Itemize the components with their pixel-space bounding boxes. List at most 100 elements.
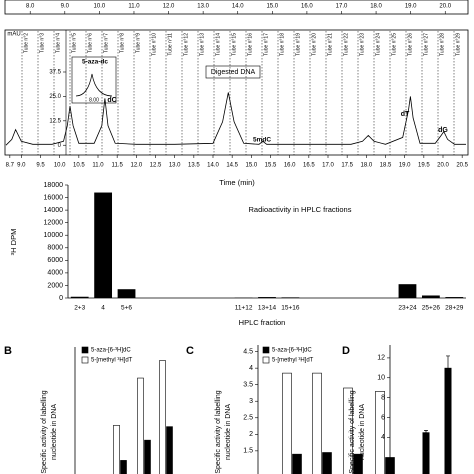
chromatogram-frame: [4, 29, 469, 156]
x-tick-label: 9.0: [61, 4, 70, 10]
bar: [137, 377, 144, 474]
y-tick-label: 6000: [47, 257, 63, 264]
x-tick-label: 13.0: [197, 4, 209, 10]
x-tick-label: 20.5: [456, 163, 468, 169]
y-axis-label: mAU: [7, 32, 20, 38]
x-tick-label: 20.0: [437, 163, 449, 169]
tube-label: Tube n°11: [167, 33, 173, 56]
bar: [281, 297, 300, 298]
tube-label: Tube n°2: [23, 33, 29, 53]
bar: [398, 284, 417, 298]
y-axis-label: ³H DPM: [9, 229, 18, 256]
x-tick-label: 17.0: [336, 4, 348, 10]
bar: [258, 297, 276, 298]
x-tick-label: 15.0: [266, 4, 278, 10]
y-tick-label: 4: [249, 365, 253, 372]
x-tick-label: 10.0: [54, 163, 66, 169]
annotation: 8.00: [89, 97, 99, 103]
tube-label: Tube n°24: [375, 33, 381, 56]
x-tick-label: 2+3: [74, 305, 85, 312]
tube-label: Tube n°25: [391, 33, 397, 56]
x-tick-label: 8.7: [6, 163, 15, 169]
top-strip-frame: [4, 0, 469, 15]
legend-swatch: [262, 356, 270, 364]
x-tick-label: 12.5: [150, 163, 162, 169]
x-tick-label: 9.0: [17, 163, 26, 169]
chart-title: Radioactivity in HPLC fractions: [249, 205, 352, 214]
bar: [144, 439, 151, 474]
x-tick-label: 16.0: [301, 4, 313, 10]
tube-label: Tube n°8: [119, 33, 125, 53]
y-tick-label: 6: [381, 414, 385, 421]
y-tick-label: 16000: [44, 194, 64, 201]
x-tick-label: 19.5: [418, 163, 430, 169]
bar: [445, 297, 464, 298]
x-tick-label: 9.5: [36, 163, 45, 169]
x-tick-label: 10.5: [73, 163, 85, 169]
x-tick-label: 13+14: [258, 305, 277, 312]
bar: [375, 391, 385, 474]
x-tick-label: 15.0: [245, 163, 257, 169]
tube-label: Tube n°17: [263, 33, 269, 56]
x-tick-label: 23+24: [398, 305, 417, 312]
x-tick-label: 11.5: [112, 163, 124, 169]
x-axis-label: HPLC fraction: [239, 318, 286, 327]
tube-label: Tube n°27: [423, 33, 429, 56]
tube-label: Tube n°22: [343, 33, 349, 56]
annotation-box: [205, 65, 261, 79]
y-tick-label: 8: [381, 394, 385, 401]
x-tick-label: 11+12: [235, 305, 253, 312]
y-tick-label: 12000: [44, 220, 64, 227]
x-tick-label: 14.0: [232, 4, 244, 10]
tube-label: Tube n°13: [199, 33, 205, 56]
x-tick-label: 12.0: [130, 163, 142, 169]
error-bar: [424, 429, 428, 435]
x-tick-label: 28+29: [445, 305, 464, 312]
tube-label: Tube n°5: [71, 33, 77, 53]
x-tick-label: 11.0: [128, 4, 140, 10]
annotation: dG: [438, 127, 448, 134]
bar: [94, 192, 113, 298]
y-tick-label: 25.0: [49, 94, 61, 100]
legend-label: 5-aza-[6-³H]dC: [91, 348, 131, 354]
x-tick-label: 19.0: [405, 4, 417, 10]
y-tick-label: 12: [377, 355, 385, 362]
y-axis-label: nucleotide in DNA: [225, 404, 232, 460]
x-tick-label: 19.0: [399, 163, 411, 169]
y-tick-label: 10: [377, 375, 385, 382]
tube-label: Tube n°7: [103, 33, 109, 53]
x-tick-label: 4: [101, 305, 105, 312]
y-tick-label: 4000: [47, 270, 63, 277]
y-axis-label: Specific activity of labelling: [349, 390, 356, 473]
tube-label: Tube n°29: [455, 33, 461, 56]
x-tick-label: 25+26: [422, 305, 441, 312]
tube-label: Tube n°21: [327, 33, 333, 56]
x-tick-label: 13.0: [169, 163, 181, 169]
tube-label: Tube n°16: [247, 33, 253, 56]
x-tick-label: 15.5: [265, 163, 277, 169]
y-tick-label: 0: [58, 143, 62, 149]
legend-label: 5-[methyl ³H]dT: [272, 358, 314, 364]
legend-swatch: [81, 356, 89, 364]
y-tick-label: 4.5: [243, 348, 253, 355]
bar: [292, 453, 302, 474]
x-tick-label: 14.5: [226, 163, 238, 169]
y-axis-label: nucleotide in DNA: [359, 404, 366, 460]
bar: [70, 296, 89, 298]
tube-label: Tube n°20: [311, 33, 317, 56]
legend-swatch: [262, 346, 270, 354]
x-tick-label: 14.0: [207, 163, 219, 169]
tube-label: Tube n°14: [215, 33, 221, 56]
bar: [312, 372, 322, 474]
y-tick-label: 14000: [44, 207, 64, 214]
y-tick-label: 8000: [47, 245, 63, 252]
bar: [117, 289, 136, 298]
bar: [120, 460, 127, 474]
y-tick-label: 3.5: [243, 382, 253, 389]
bar: [113, 424, 120, 474]
bar: [322, 452, 332, 474]
x-tick-label: 16.5: [303, 163, 315, 169]
bar: [444, 367, 452, 474]
bar: [421, 295, 440, 298]
